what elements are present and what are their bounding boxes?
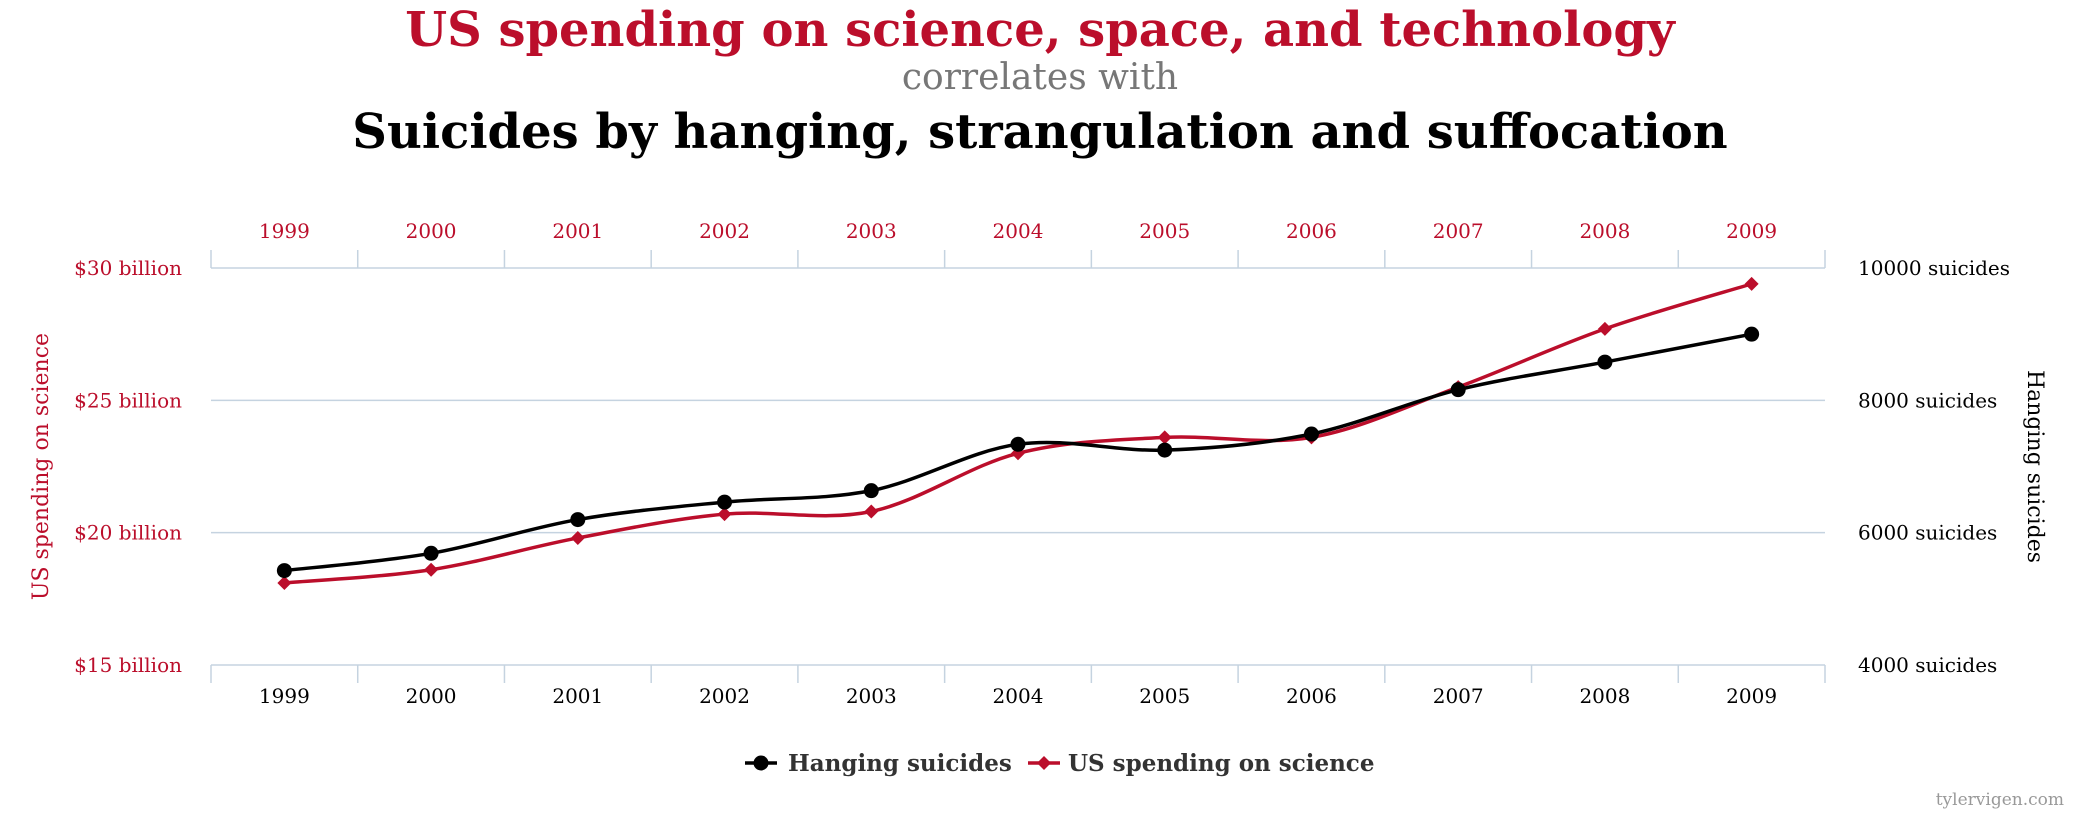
credit-text: tylervigen.com: [1935, 790, 2064, 810]
data-point-hanging-suicides: [1303, 426, 1319, 442]
top-x-tick-label: 1999: [259, 219, 310, 243]
data-point-hanging-suicides: [276, 563, 292, 579]
right-y-tick-label: 4000 suicides: [1858, 653, 1997, 677]
bottom-x-tick-label: 2000: [406, 684, 457, 708]
bottom-x-tick-label: 2002: [699, 684, 750, 708]
bottom-x-tick-label: 2003: [846, 684, 897, 708]
chart-subtitle: Suicides by hanging, strangulation and s…: [352, 104, 1728, 160]
right-y-tick-label: 6000 suicides: [1858, 521, 1997, 545]
data-point-hanging-suicides: [1597, 354, 1613, 370]
data-point-us-spending-on-science: [424, 562, 439, 577]
legend-label-us-spending-on-science: US spending on science: [1068, 750, 1374, 777]
bottom-x-tick-label: 2001: [552, 684, 603, 708]
data-point-us-spending-on-science: [1597, 321, 1612, 336]
right-axis-title: Hanging suicides: [2022, 370, 2047, 563]
top-x-tick-label: 2008: [1579, 219, 1630, 243]
left-y-tick-label: $20 billion: [74, 521, 182, 545]
bottom-x-tick-label: 2006: [1286, 684, 1337, 708]
bottom-x-tick-label: 2007: [1433, 684, 1484, 708]
data-point-hanging-suicides: [423, 545, 439, 561]
data-point-us-spending-on-science: [570, 530, 585, 545]
legend-marker-hanging-suicides: [753, 755, 769, 771]
left-y-tick-label: $15 billion: [74, 653, 182, 677]
top-x-tick-label: 2002: [699, 219, 750, 243]
top-x-tick-label: 2007: [1433, 219, 1484, 243]
data-point-us-spending-on-science: [1744, 276, 1759, 291]
data-point-us-spending-on-science: [277, 575, 292, 590]
data-point-us-spending-on-science: [864, 504, 879, 519]
top-x-tick-label: 2006: [1286, 219, 1337, 243]
legend-label-hanging-suicides: Hanging suicides: [788, 750, 1012, 777]
data-point-hanging-suicides: [1450, 382, 1466, 398]
top-x-tick-label: 2000: [406, 219, 457, 243]
top-x-tick-label: 2001: [552, 219, 603, 243]
data-point-us-spending-on-science: [1157, 430, 1172, 445]
right-y-tick-label: 10000 suicides: [1858, 256, 2010, 280]
data-point-hanging-suicides: [1744, 326, 1760, 342]
title-connector: correlates with: [901, 57, 1179, 98]
left-y-tick-label: $30 billion: [74, 256, 182, 280]
chart-title: US spending on science, space, and techn…: [405, 2, 1675, 58]
data-point-hanging-suicides: [570, 512, 586, 528]
data-point-hanging-suicides: [1010, 436, 1026, 452]
bottom-x-tick-label: 2009: [1726, 684, 1777, 708]
top-x-tick-label: 2009: [1726, 219, 1777, 243]
data-point-hanging-suicides: [863, 483, 879, 499]
left-axis-title: US spending on science: [29, 333, 54, 600]
legend-marker-us-spending-on-science: [1037, 756, 1051, 770]
bottom-x-tick-label: 1999: [259, 684, 310, 708]
top-x-tick-label: 2005: [1139, 219, 1190, 243]
right-y-tick-label: 8000 suicides: [1858, 388, 1997, 412]
data-point-hanging-suicides: [717, 494, 733, 510]
bottom-x-tick-label: 2005: [1139, 684, 1190, 708]
bottom-x-tick-label: 2008: [1579, 684, 1630, 708]
left-y-tick-label: $25 billion: [74, 388, 182, 412]
data-point-hanging-suicides: [1157, 442, 1173, 458]
top-x-tick-label: 2004: [993, 219, 1044, 243]
top-x-tick-label: 2003: [846, 219, 897, 243]
data-point-us-spending-on-science: [717, 507, 732, 522]
bottom-x-tick-label: 2004: [993, 684, 1044, 708]
